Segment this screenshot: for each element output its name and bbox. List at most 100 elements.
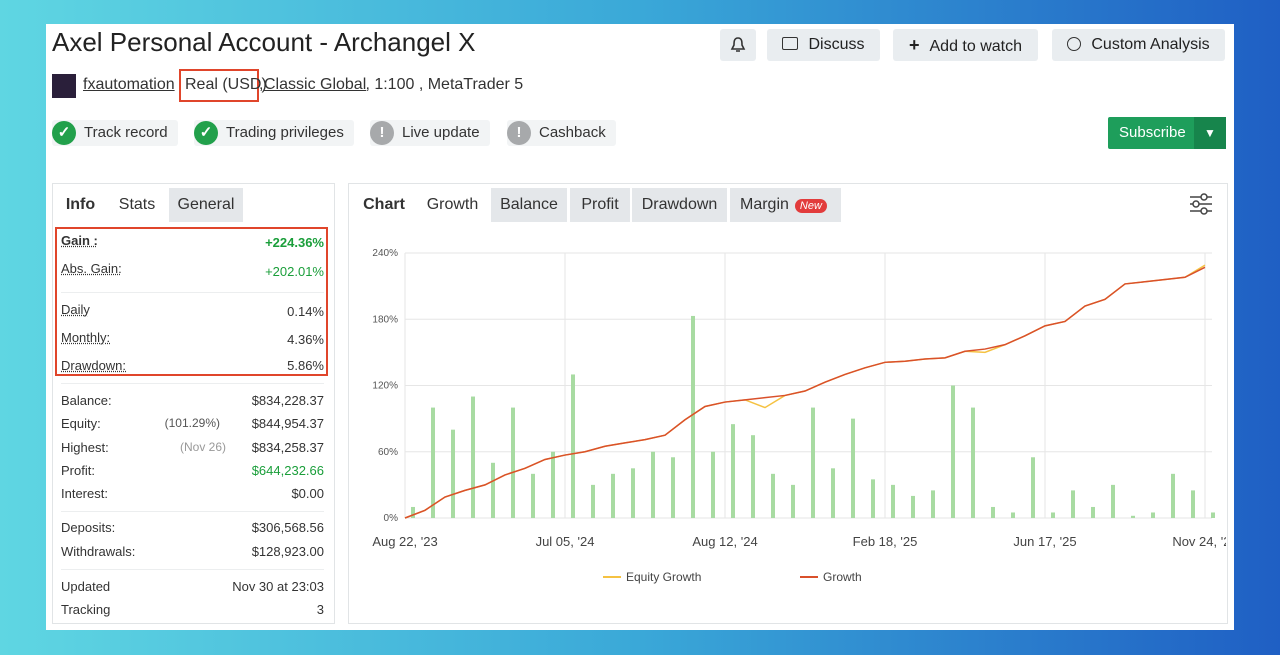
bar bbox=[511, 407, 515, 518]
stat-value: 0.14% bbox=[287, 304, 324, 319]
stat-note: (Nov 26) bbox=[179, 440, 226, 454]
bar bbox=[951, 385, 955, 518]
badge: ✓ Trading privileges bbox=[194, 120, 354, 146]
highlight-box bbox=[179, 69, 259, 102]
bar bbox=[1151, 512, 1155, 518]
subscribe-label: Subscribe bbox=[1119, 124, 1186, 141]
legend-label: Equity Growth bbox=[626, 570, 701, 584]
broker-link[interactable]: Classic Global bbox=[264, 76, 367, 93]
bell-button[interactable] bbox=[720, 29, 756, 61]
discuss-button[interactable]: Discuss bbox=[767, 29, 880, 61]
chart-tab[interactable]: Margin New bbox=[730, 188, 841, 222]
bar bbox=[431, 407, 435, 518]
stat-value: $128,923.00 bbox=[251, 544, 324, 559]
bar bbox=[1051, 512, 1055, 518]
separator-line bbox=[61, 511, 324, 512]
x-tick-label: Jun 17, '25 bbox=[1013, 534, 1076, 549]
button-label: Discuss bbox=[808, 36, 865, 53]
stat-label: Drawdown: bbox=[61, 358, 127, 373]
badge-icon: ! bbox=[370, 121, 394, 145]
bar bbox=[771, 473, 775, 518]
settings-icon[interactable] bbox=[1188, 192, 1214, 216]
stat-label: Gain : bbox=[61, 233, 98, 248]
button-label: Add to watch bbox=[929, 38, 1023, 55]
user-link[interactable]: fxautomation bbox=[83, 76, 175, 93]
bar bbox=[451, 429, 455, 518]
badge-icon: ✓ bbox=[194, 121, 218, 145]
stat-label: Abs. Gain: bbox=[61, 261, 122, 276]
chart-tab[interactable]: Profit bbox=[570, 188, 630, 222]
stat-value: $844,954.37 bbox=[251, 416, 324, 431]
stat-value: 5.86% bbox=[287, 358, 324, 373]
chart-panel bbox=[348, 183, 1228, 624]
bar bbox=[1171, 473, 1175, 518]
badge: ! Live update bbox=[370, 120, 490, 146]
tab[interactable]: General bbox=[169, 188, 243, 222]
stat-label: Updated bbox=[61, 579, 111, 594]
stat-value: 3 bbox=[316, 602, 324, 617]
subscribe-button[interactable]: Subscribe ▼ bbox=[1108, 117, 1226, 149]
separator-line bbox=[61, 292, 324, 293]
x-tick-label: Aug 22, '23 bbox=[372, 534, 437, 549]
bar bbox=[531, 473, 535, 518]
bar bbox=[811, 407, 815, 518]
bar bbox=[871, 479, 875, 518]
stat-value: +224.36% bbox=[265, 235, 324, 250]
chart-tab[interactable]: Balance bbox=[491, 188, 567, 222]
analysis-button[interactable]: Custom Analysis bbox=[1052, 29, 1225, 61]
bar bbox=[911, 495, 915, 518]
stat-value: $834,258.37 bbox=[251, 440, 324, 455]
bar bbox=[791, 484, 795, 518]
bar bbox=[1031, 457, 1035, 518]
legend-label: Growth bbox=[823, 570, 862, 584]
chart-tab[interactable]: Drawdown bbox=[632, 188, 727, 222]
watch-button[interactable]: + Add to watch bbox=[893, 29, 1038, 61]
bar bbox=[651, 451, 655, 518]
bar bbox=[991, 506, 995, 518]
bar bbox=[1191, 490, 1195, 518]
stat-label: Equity: bbox=[61, 416, 101, 431]
stat-label: Deposits: bbox=[61, 520, 116, 535]
separator: , bbox=[259, 76, 264, 93]
bar bbox=[671, 457, 675, 518]
tab[interactable]: Stats bbox=[118, 196, 156, 213]
badge-label: Track record bbox=[84, 124, 168, 141]
bar bbox=[1091, 506, 1095, 518]
y-tick-label: 60% bbox=[378, 447, 398, 458]
bar bbox=[751, 435, 755, 518]
stat-value: +202.01% bbox=[265, 264, 324, 279]
chart-tab[interactable]: Growth bbox=[426, 196, 479, 213]
badge-icon: ! bbox=[507, 121, 531, 145]
bar bbox=[711, 451, 715, 518]
separator-line bbox=[61, 383, 324, 384]
bar bbox=[1131, 515, 1135, 518]
bar bbox=[931, 490, 935, 518]
bar bbox=[1011, 512, 1015, 518]
highlight-box bbox=[55, 227, 328, 376]
button-label: Custom Analysis bbox=[1091, 36, 1210, 53]
badge-icon: ✓ bbox=[52, 121, 76, 145]
bar bbox=[471, 396, 475, 518]
account-details: , 1:100 , MetaTrader 5 bbox=[361, 76, 524, 93]
bar bbox=[891, 484, 895, 518]
bar bbox=[1211, 512, 1215, 518]
y-tick-label: 180% bbox=[372, 314, 398, 325]
stat-label: Daily bbox=[61, 302, 90, 317]
chart: 0% 60% 120% 180% 240% Aug 22, '23 Jul 05, '24 A… bbox=[372, 248, 1226, 584]
bar bbox=[1071, 490, 1075, 518]
stat-value: Nov 30 at 23:03 bbox=[232, 579, 324, 594]
new-badge: New bbox=[794, 199, 827, 213]
bar bbox=[551, 451, 555, 518]
bar bbox=[611, 473, 615, 518]
chart-tab[interactable]: Chart bbox=[363, 196, 405, 213]
bar bbox=[411, 506, 415, 518]
x-tick-label: Aug 12, '24 bbox=[692, 534, 757, 549]
tab[interactable]: Info bbox=[65, 196, 96, 213]
stat-label: Withdrawals: bbox=[61, 544, 136, 559]
bar bbox=[1111, 484, 1115, 518]
bar bbox=[831, 468, 835, 518]
badge: ✓ Track record bbox=[52, 120, 178, 146]
bell-icon bbox=[730, 37, 746, 52]
bar bbox=[491, 462, 495, 518]
